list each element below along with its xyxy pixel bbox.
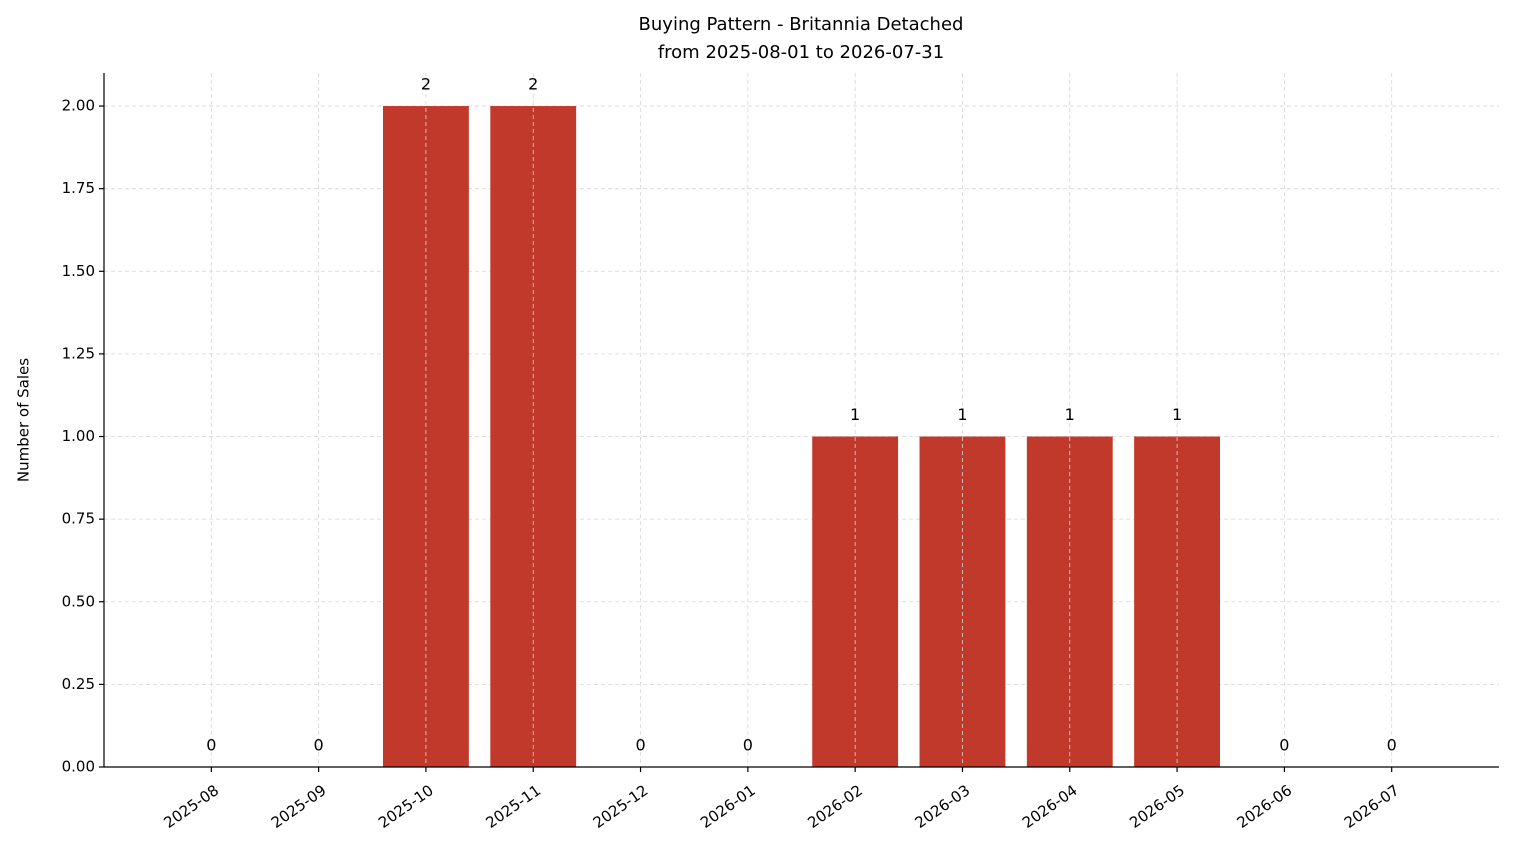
value-label: 1 — [957, 405, 967, 424]
value-label: 0 — [1387, 736, 1397, 755]
value-label: 1 — [850, 405, 860, 424]
y-tick-label: 0.75 — [62, 510, 95, 528]
value-label: 2 — [421, 75, 431, 94]
bar — [490, 106, 577, 768]
x-tick-label: 2026-02 — [804, 781, 866, 832]
x-tick-label: 2025-08 — [161, 781, 223, 832]
x-tick-label: 2025-11 — [482, 781, 544, 832]
y-tick-label: 1.00 — [62, 427, 95, 445]
x-tick-label: 2025-10 — [375, 781, 437, 832]
y-tick-label: 1.25 — [62, 344, 95, 362]
y-tick-label: 0.50 — [62, 592, 95, 610]
value-label: 0 — [206, 736, 216, 755]
value-label: 2 — [528, 75, 538, 94]
x-tick-label: 2026-03 — [912, 781, 974, 832]
x-tick-label: 2026-04 — [1019, 781, 1081, 832]
x-tick-label: 2025-12 — [590, 781, 652, 832]
y-axis-label: Number of Sales — [15, 358, 33, 482]
y-tick-label: 1.75 — [62, 179, 95, 197]
y-tick-label: 0.25 — [62, 675, 95, 693]
value-label: 0 — [743, 736, 753, 755]
y-tick-label: 2.00 — [62, 97, 95, 115]
value-label: 0 — [1279, 736, 1289, 755]
x-tick-label: 2026-06 — [1234, 781, 1296, 832]
y-tick-label: 0.00 — [62, 758, 95, 776]
y-tick-label: 1.50 — [62, 262, 95, 280]
chart-subtitle: from 2025-08-01 to 2026-07-31 — [658, 42, 944, 63]
bar — [383, 106, 469, 768]
value-label: 1 — [1065, 405, 1075, 424]
value-label: 0 — [635, 736, 645, 755]
x-tick-label: 2025-09 — [268, 781, 330, 832]
value-label: 0 — [314, 736, 324, 755]
x-tick-label: 2026-07 — [1341, 781, 1403, 832]
value-label: 1 — [1172, 405, 1182, 424]
x-tick-label: 2026-05 — [1126, 781, 1188, 832]
x-tick-label: 2026-01 — [697, 781, 759, 832]
chart-title: Buying Pattern - Britannia Detached — [639, 14, 964, 35]
